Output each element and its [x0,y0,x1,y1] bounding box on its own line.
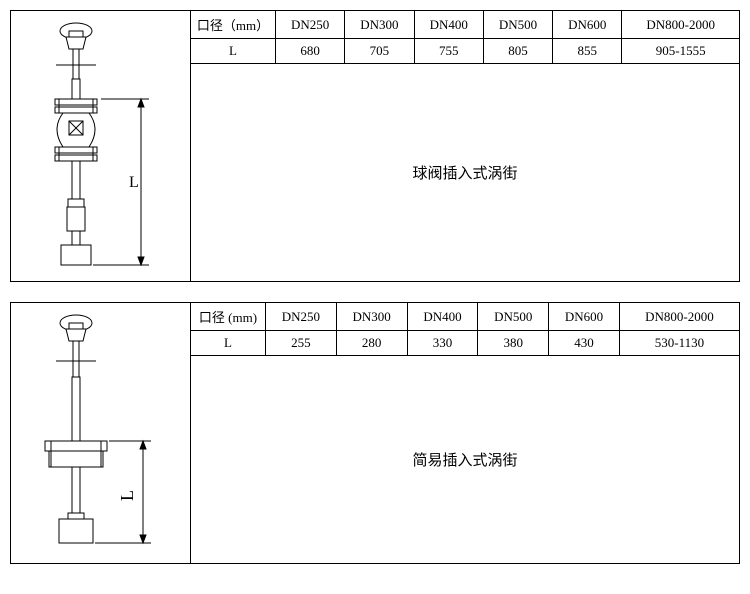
cell: 380 [478,331,549,356]
right-cell-2: 口径 (mm) DN250 DN300 DN400 DN500 DN600 DN… [191,303,739,563]
spec-table-2: 口径 (mm) DN250 DN300 DN400 DN500 DN600 DN… [191,303,739,356]
header-label: 口径（mm） [191,11,276,39]
col-h: DN800-2000 [619,303,739,331]
row-label: L [191,331,266,356]
diagram-cell-2: L [11,303,191,563]
table-data-row: L 680 705 755 805 855 905-1555 [191,39,739,64]
ballvalve-diagram: L [21,19,181,274]
caption-1: 球阀插入式涡街 [191,64,739,281]
dim-label-2: L [117,490,137,501]
col-h: DN300 [345,11,414,39]
table-data-row: L 255 280 330 380 430 530-1130 [191,331,739,356]
cell: 430 [549,331,620,356]
diagram-cell-1: L [11,11,191,281]
col-h: DN250 [266,303,337,331]
col-h: DN400 [414,11,483,39]
header-label: 口径 (mm) [191,303,266,331]
simple-diagram: L [21,311,181,556]
col-h: DN800-2000 [622,11,739,39]
section-ballvalve: L 口径（mm） DN250 DN300 DN400 DN500 DN600 D… [10,10,740,282]
section-simple: L 口径 (mm) DN250 DN300 DN400 DN500 DN600 … [10,302,740,564]
col-h: DN400 [407,303,478,331]
spec-table-1: 口径（mm） DN250 DN300 DN400 DN500 DN600 DN8… [191,11,739,64]
caption-2: 简易插入式涡街 [191,356,739,563]
col-h: DN600 [553,11,622,39]
cell: 280 [336,331,407,356]
cell: 905-1555 [622,39,739,64]
cell: 255 [266,331,337,356]
dim-label-1: L [129,174,139,191]
col-h: DN300 [336,303,407,331]
cell: 805 [483,39,552,64]
table-header-row: 口径 (mm) DN250 DN300 DN400 DN500 DN600 DN… [191,303,739,331]
cell: 755 [414,39,483,64]
row-label: L [191,39,276,64]
table-header-row: 口径（mm） DN250 DN300 DN400 DN500 DN600 DN8… [191,11,739,39]
col-h: DN500 [483,11,552,39]
cell: 680 [276,39,345,64]
right-cell-1: 口径（mm） DN250 DN300 DN400 DN500 DN600 DN8… [191,11,739,281]
col-h: DN500 [478,303,549,331]
cell: 705 [345,39,414,64]
col-h: DN600 [549,303,620,331]
cell: 530-1130 [619,331,739,356]
col-h: DN250 [276,11,345,39]
cell: 855 [553,39,622,64]
cell: 330 [407,331,478,356]
